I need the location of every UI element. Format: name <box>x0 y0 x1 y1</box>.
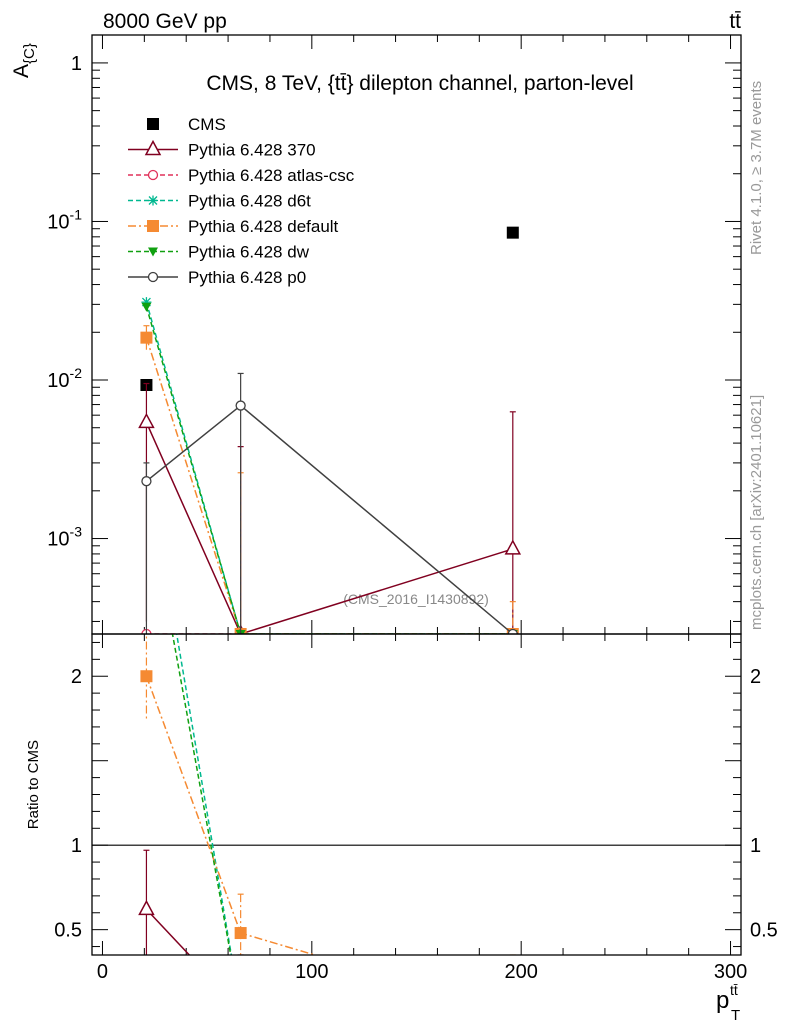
x-tick-label: 200 <box>504 961 537 983</box>
series-3 <box>141 297 518 634</box>
data-point <box>235 400 246 411</box>
legend-marker <box>144 139 162 156</box>
legend-label: Pythia 6.428 370 <box>188 141 316 160</box>
series-line <box>145 301 513 634</box>
legend-marker <box>147 169 159 181</box>
ratio-point <box>138 899 155 916</box>
main-panel: 1 10-1 10-2 10-3 CMS, 8 TeV, {tt̄} dilepton… <box>10 34 742 635</box>
legend-marker <box>148 247 158 257</box>
x-label-sub: T <box>731 1007 740 1024</box>
y-tick-label: 10-3 <box>47 524 82 551</box>
header-left: 8000 GeV pp <box>103 10 227 33</box>
ratio-series-0 <box>138 849 244 955</box>
y-tick-label: 10-2 <box>47 365 82 392</box>
header-right: tt̄ <box>729 10 741 33</box>
ratio-series-1 <box>175 634 233 955</box>
series-6 <box>141 372 518 634</box>
legend-item: Pythia 6.428 atlas-csc <box>128 166 355 185</box>
data-point <box>141 476 152 487</box>
ratio-axis-ticks: 0.5 0.5 1 1 2 2 <box>54 634 778 955</box>
legend-label: Pythia 6.428 p0 <box>188 268 306 287</box>
legend-label: Pythia 6.428 d6t <box>188 192 311 211</box>
legend-item: Pythia 6.428 dw <box>128 243 310 262</box>
ratio-y-tick-label-right: 0.5 <box>750 920 778 942</box>
ratio-line <box>145 908 191 955</box>
legend-marker <box>147 220 159 232</box>
data-point <box>506 226 519 239</box>
data-point <box>141 302 152 312</box>
y-tick-label: 10-1 <box>47 206 82 233</box>
data-point <box>138 412 155 429</box>
ratio-y-tick-label-left: 0.5 <box>54 920 82 942</box>
legend-item: CMS <box>147 115 226 134</box>
ratio-series <box>138 634 516 955</box>
x-tick-labels: 0 100 200 300 <box>97 961 747 983</box>
ratio-y-axis-label: Ratio to CMS <box>25 740 42 829</box>
data-point <box>507 628 518 634</box>
data-point <box>140 331 153 344</box>
ratio-frame <box>91 633 742 956</box>
watermark: (CMS_2016_I1430892) <box>343 591 489 607</box>
main-series <box>138 226 522 634</box>
series-line <box>145 306 513 634</box>
data-point <box>141 297 152 308</box>
legend-marker <box>147 118 159 130</box>
main-axis-ticks: 1 10-1 10-2 10-3 <box>47 35 741 634</box>
legend-marker <box>147 271 159 283</box>
x-tick-label: 0 <box>97 961 108 983</box>
main-title: CMS, 8 TeV, {tt̄} dilepton channel, part… <box>206 72 633 95</box>
data-point <box>504 539 522 555</box>
mcplots-label: mcplots.cern.ch [arXiv:2401.10621] <box>748 395 765 630</box>
series-line <box>145 422 514 634</box>
main-y-label-text: A{C} <box>10 43 38 78</box>
ratio-series-2 <box>140 634 516 955</box>
series-line <box>145 337 513 634</box>
ratio-y-tick-label-right: 2 <box>750 666 761 688</box>
ratio-y-tick-label-right: 1 <box>750 835 761 857</box>
legend-item: Pythia 6.428 p0 <box>128 268 306 287</box>
ratio-point <box>140 670 153 683</box>
main-y-axis-label: A{C} <box>10 43 38 78</box>
rivet-label: Rivet 4.1.0, ≥ 3.7M events <box>748 81 765 255</box>
x-tick-label: 300 <box>714 961 747 983</box>
x-label-sup: tt̄ <box>730 982 738 998</box>
legend-item: Pythia 6.428 default <box>128 217 339 236</box>
series-5 <box>141 302 518 634</box>
legend: CMS Pythia 6.428 370 Pythia 6.428 atlas-cs… <box>128 115 355 287</box>
legend-item: Pythia 6.428 370 <box>128 139 316 160</box>
x-label-base: p <box>716 987 729 1014</box>
legend-label: Pythia 6.428 atlas-csc <box>188 166 355 185</box>
legend-label: Pythia 6.428 dw <box>188 243 310 262</box>
x-tick-label: 100 <box>295 961 328 983</box>
ratio-line <box>171 634 232 955</box>
y-tick-label: 1 <box>71 53 82 75</box>
ratio-series-3 <box>171 634 232 955</box>
legend-marker <box>148 195 158 206</box>
legend-label: Pythia 6.428 default <box>188 217 339 236</box>
legend-label: CMS <box>188 115 226 134</box>
ratio-y-tick-label-left: 2 <box>71 666 82 688</box>
legend-item: Pythia 6.428 d6t <box>128 192 311 211</box>
ratio-point <box>234 927 247 940</box>
ratio-line <box>175 634 233 955</box>
ratio-y-tick-label-left: 1 <box>71 835 82 857</box>
